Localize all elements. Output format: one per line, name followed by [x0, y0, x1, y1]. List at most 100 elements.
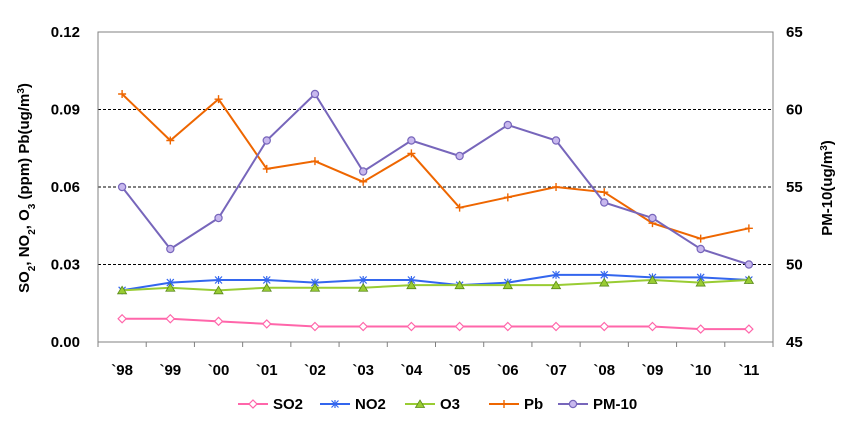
data-point [358, 167, 368, 176]
data-point [117, 313, 127, 324]
left-axis-title: SO2, NO2, O3 (ppm) Pb(ug/m3) [16, 83, 38, 293]
data-point [696, 234, 705, 243]
data-point [214, 276, 223, 284]
data-point [117, 182, 127, 192]
data-point [600, 188, 609, 197]
x-tick-label: `07 [545, 362, 567, 379]
x-tick-label: `08 [593, 362, 615, 379]
data-point [166, 244, 175, 254]
x-tick-label: `05 [449, 362, 471, 379]
right-axis-title: PM-10(ug/m3) [819, 140, 837, 236]
data-point [551, 136, 561, 145]
legend-label: SO2 [273, 396, 303, 413]
data-point [165, 313, 176, 324]
data-point [696, 244, 705, 254]
right-tick-label: 65 [786, 24, 803, 41]
x-tick-label: `02 [304, 362, 326, 379]
data-point [359, 276, 368, 284]
data-point [695, 277, 706, 287]
data-point [406, 321, 417, 332]
data-point [744, 224, 753, 233]
legend-label: NO2 [355, 396, 386, 413]
data-point [262, 276, 271, 284]
legend-marker [414, 399, 426, 408]
gridlines [98, 109, 773, 265]
x-tick-label: `99 [159, 362, 181, 379]
data-point [213, 285, 224, 295]
data-point [454, 280, 465, 290]
right-tick-label: 45 [786, 334, 803, 351]
x-tick-label: `11 [738, 362, 759, 379]
data-point [744, 324, 754, 334]
legend-item-pb: Pb [489, 396, 543, 413]
legend-label: Pb [524, 396, 543, 413]
data-point [695, 324, 706, 334]
series-o3 [116, 275, 755, 295]
x-axis-ticks: `98 `99 `00 `01 `02 `03 `04 `05 `06 `07 `08 `09 `10 `… [97, 342, 774, 379]
x-tick-label: `10 [690, 362, 712, 379]
data-point [213, 316, 224, 327]
data-point [647, 275, 658, 284]
data-point [261, 319, 272, 329]
data-point [214, 95, 223, 104]
legend: SO2 NO2 O3 Pb PM-10 [238, 396, 637, 413]
data-point [262, 164, 271, 173]
right-tick-label: 60 [786, 102, 803, 119]
left-tick-label: 0.00 [51, 334, 80, 351]
series-line [121, 92, 750, 266]
data-point [648, 213, 657, 223]
data-point [262, 136, 271, 145]
legend-marker [331, 400, 339, 408]
x-tick-label: `06 [497, 362, 519, 379]
series-pb [118, 90, 753, 243]
series-line [122, 278, 749, 292]
data-point [165, 282, 176, 292]
series [116, 89, 755, 334]
data-point [550, 280, 562, 290]
x-tick-label: `04 [401, 362, 423, 379]
data-point [214, 213, 223, 223]
legend-item-so2: SO2 [238, 396, 303, 413]
data-point [261, 282, 272, 292]
data-point [600, 198, 609, 207]
legend-item-no2: NO2 [320, 396, 386, 413]
series-pm-10 [117, 89, 754, 269]
series-line [121, 93, 750, 240]
data-point [551, 321, 561, 332]
legend-marker [248, 399, 258, 409]
x-tick-label: `00 [208, 362, 230, 379]
x-tick-label: `03 [352, 362, 374, 379]
data-point [118, 90, 127, 98]
series-line [121, 273, 749, 292]
data-point [166, 136, 175, 145]
x-tick-label: `09 [642, 362, 664, 379]
data-point [309, 282, 321, 292]
data-point [407, 149, 416, 158]
data-point [503, 120, 513, 130]
series-line [122, 317, 749, 331]
data-point [502, 280, 514, 290]
data-point [552, 270, 560, 279]
data-point [310, 157, 319, 166]
data-point [359, 177, 368, 186]
x-tick-label: `01 [256, 362, 278, 379]
data-point [407, 136, 416, 145]
legend-label: PM-10 [593, 396, 637, 413]
data-point [116, 285, 128, 295]
data-point [502, 321, 513, 332]
x-tick-label: `98 [111, 362, 133, 379]
legend-item-pm-10: PM-10 [558, 396, 637, 413]
data-point [310, 321, 320, 332]
series-so2 [117, 313, 754, 334]
data-point [310, 89, 320, 99]
data-point [455, 203, 464, 212]
left-tick-label: 0.12 [51, 24, 80, 41]
data-point [600, 270, 609, 279]
data-point [454, 321, 465, 332]
data-point [599, 277, 610, 287]
data-point [455, 151, 464, 161]
right-tick-label: 50 [786, 257, 803, 274]
left-axis-ticks: 0.00 0.03 0.06 0.09 0.12 [51, 24, 80, 351]
data-point [357, 282, 369, 292]
